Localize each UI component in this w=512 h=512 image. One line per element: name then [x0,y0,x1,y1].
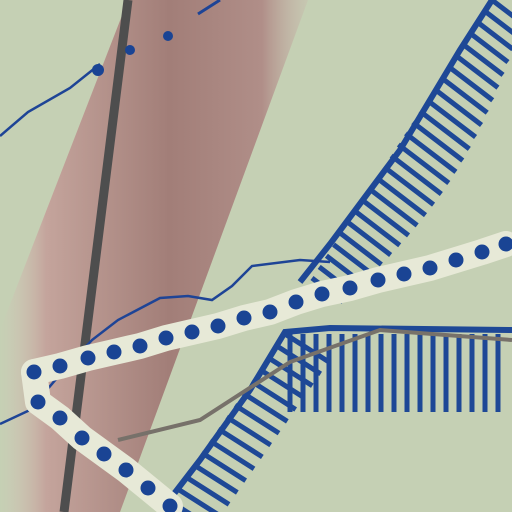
hachure-tick [404,131,458,174]
route-dot [342,280,358,296]
route-dot [474,244,490,260]
hachure-tick [250,379,298,412]
route-dot [52,410,68,426]
hachure-tick [191,462,239,495]
hachure-tick [353,209,402,248]
hachure-tick [411,120,465,163]
hachured-escarpment-lower [157,324,512,512]
route-dot [74,430,90,446]
route-dot [184,324,200,340]
route-dot [118,462,134,478]
hachure-tick [216,426,264,460]
hachure-tick [241,391,289,424]
hachured-escarpment-upper [297,0,512,304]
route-dot [132,338,148,354]
hachure-tick [454,53,500,90]
hachure-tick [468,31,510,65]
hachure-tick [483,9,512,36]
hachure-tick [418,109,471,151]
hachure-tick [425,98,478,140]
hachure-tick [447,64,495,103]
route-dot [106,344,122,360]
trail [117,327,512,442]
hachure-tick [490,0,512,19]
route-dot [236,310,252,326]
route-dot [52,358,68,374]
hachure-tick [225,414,273,448]
hachure-tick [360,198,411,238]
hachure-tick [332,242,374,276]
route-dot [422,260,438,276]
route-dot [92,64,104,76]
route-dot [370,272,386,288]
hachure-tick [200,450,248,483]
hachure-tick [283,331,331,365]
route-dot [80,350,96,366]
route-dot [448,252,464,268]
hachure-tick [396,142,451,186]
hachure-tick [368,187,419,228]
route-dot [163,31,173,41]
hachure-tick [440,75,489,115]
route-dot [396,266,412,282]
hachure-tick [346,220,393,257]
route-dot [26,364,42,380]
route-dot [30,394,46,410]
route-dot [288,294,304,310]
route-dot [210,318,226,334]
stream-upper [197,0,221,16]
route-dot [162,498,178,512]
route-dot [498,236,512,252]
hachure-tick [461,42,505,77]
hachure-tick [432,86,484,127]
hachure-tick [375,175,428,218]
route-dot [314,286,330,302]
hachure-tick [476,20,512,52]
route-dot [140,480,156,496]
hachure-tick [382,164,436,207]
hachure-tick [389,153,443,196]
route-dot [262,304,278,320]
hachure-tick [266,355,314,388]
hachure-tick [208,438,256,471]
route-dot [125,45,135,55]
route-dot [96,446,112,462]
route-dot [158,330,174,346]
hachure-tick [183,474,231,507]
hachure-tick [233,403,281,436]
hachure-tick [339,231,383,267]
dotted-route [26,236,512,512]
